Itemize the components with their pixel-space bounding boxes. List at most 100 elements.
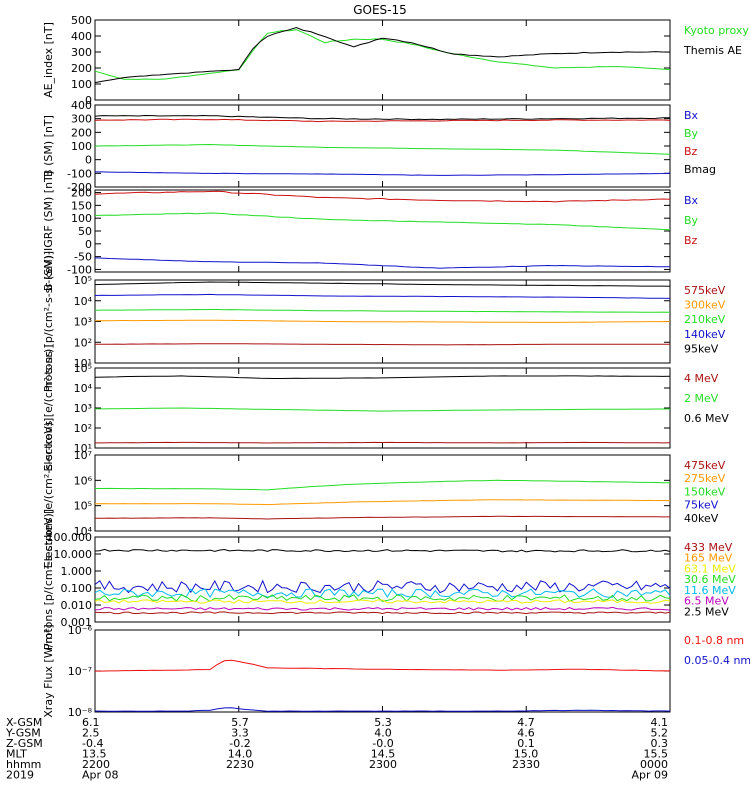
x-axis-value: 5.7 [231, 716, 249, 729]
series-line [94, 499, 671, 506]
y-axis-label: Protons [p/(cm²-s-sr-keV)] [42, 251, 55, 392]
legend-entry: Bx [684, 194, 699, 207]
x-axis-value: 15.0 [514, 748, 539, 761]
series-line [94, 579, 671, 594]
panel-ae: 0 100 200 300 400 500 AE_index [nT] Kyoto proxy… [42, 14, 750, 107]
y-tick-label: 200 [71, 187, 92, 200]
panel-electrons_kev: 10⁴ 10⁵ 10⁶ 10⁷ Electrons [e/(cm²-s-sr-keV)]… [42, 418, 726, 569]
series-line [94, 29, 671, 80]
legend-entry: 210keV [684, 313, 726, 326]
series-line [94, 319, 671, 323]
x-axis-value: 0.1 [517, 737, 535, 750]
y-tick-label: 10¹ [74, 357, 92, 370]
y-tick-label: 200 [71, 62, 92, 75]
series-line [94, 375, 671, 379]
x-axis-value: 4.7 [517, 716, 535, 729]
y-tick-label: 300 [71, 46, 92, 59]
legend-entry: 75keV [684, 499, 719, 512]
x-axis-value: 0.3 [651, 737, 669, 750]
chart-title: GOES-15 [353, 3, 407, 17]
series-line [94, 190, 671, 203]
x-axis-row-label: 2019 [6, 769, 34, 782]
x-axis-row-label: MLT [6, 748, 27, 761]
series-line [94, 343, 670, 346]
x-axis-value: 2330 [512, 758, 540, 771]
series-line [94, 588, 671, 599]
x-axis-value: Apr 09 [631, 769, 668, 782]
y-tick-label: 10⁻⁷ [68, 665, 92, 678]
legend-entry: 150keV [684, 485, 726, 498]
legend-entry: Bz [684, 145, 698, 158]
y-tick-label: 0.001 [61, 616, 93, 629]
y-tick-label: 100 [71, 78, 92, 91]
y-tick-label: 10³ [74, 402, 92, 415]
legend-entry: 40keV [684, 512, 719, 525]
series-line [94, 26, 671, 84]
series-line [94, 212, 671, 231]
y-tick-label: -100 [67, 167, 92, 180]
y-tick-label: 10² [74, 422, 92, 435]
x-axis-row-label: hhmm [6, 758, 41, 771]
x-axis-value: 4.0 [374, 727, 392, 740]
legend-entry: 30.6 MeV [684, 573, 736, 586]
x-axis-value: 2.5 [82, 727, 100, 740]
x-axis-value: 14.5 [371, 748, 396, 761]
series-line [94, 281, 671, 287]
y-tick-label: -50 [74, 251, 92, 264]
x-axis-value: 4.1 [651, 716, 669, 729]
series-line [94, 118, 671, 123]
x-axis-value: -0.4 [82, 737, 103, 750]
y-tick-label: 100.000 [47, 531, 93, 544]
y-tick-label: 10² [74, 336, 92, 349]
x-axis-value: 2300 [369, 758, 397, 771]
series-line [94, 515, 670, 520]
series-line [94, 548, 671, 553]
legend-entry: 300keV [684, 299, 726, 312]
y-tick-label: 500 [71, 14, 92, 27]
y-tick-label: -200 [67, 181, 92, 194]
y-axis-label: Xray Flux [W/m²] [42, 624, 55, 717]
legend-entry: Kyoto proxy AE [684, 24, 750, 37]
x-axis-value: 2230 [226, 758, 254, 771]
x-axis-value: 13.5 [82, 748, 107, 761]
legend-entry: 2 MeV [684, 392, 719, 405]
legend-entry: 475keV [684, 459, 726, 472]
x-axis-row-label: Z-GSM [6, 737, 43, 750]
legend-entry: Bz [684, 234, 698, 247]
series-line [95, 171, 671, 176]
y-tick-label: 0.100 [61, 582, 93, 595]
y-axis-label: B (SM) [nT] [42, 115, 55, 177]
y-tick-label: 0 [85, 94, 92, 107]
y-tick-label: 10⁵ [74, 274, 92, 287]
legend-entry: 95keV [684, 342, 719, 355]
y-tick-label: 0.010 [61, 599, 93, 612]
series-line [94, 611, 671, 615]
legend-entry: 275keV [684, 472, 726, 485]
legend-entry: 2.5 MeV [684, 605, 729, 618]
panel-electrons_mev: 10¹ 10² 10³ 10⁴ 10⁵ Electrons [e/(cm²-s-sr)] 4… [42, 344, 729, 471]
x-axis-value: 2200 [82, 758, 110, 771]
y-tick-label: 100 [71, 140, 92, 153]
panel-frame [94, 189, 671, 273]
x-axis-value: 5.2 [651, 727, 669, 740]
y-tick-label: 50 [78, 225, 92, 238]
y-tick-label: 100 [71, 212, 92, 225]
series-line [94, 599, 671, 604]
y-tick-label: 10⁵ [74, 362, 92, 375]
series-line [95, 659, 671, 672]
panel-protons_kev: 10¹ 10² 10³ 10⁴ 10⁵ Protons [p/(cm²-s-sr-keV)… [42, 251, 726, 392]
series-line [94, 594, 671, 603]
panel-xray: 10⁻⁸ 10⁻⁷ 10⁻⁶ Xray Flux [W/m²] 0.1-0.8 nm 0.… [42, 624, 750, 719]
x-axis-value: 14.0 [228, 748, 253, 761]
series-line [95, 441, 671, 444]
legend-entry: Themis AE [683, 44, 742, 57]
legend-entry: By [684, 127, 699, 140]
y-axis-label: Electrons [e/(cm²-s-sr)] [42, 344, 55, 471]
legend-entry: 165 MeV [684, 552, 733, 565]
series-line [94, 114, 671, 121]
x-axis-value: 5.3 [374, 716, 392, 729]
x-axis-row-label: Y-GSM [5, 727, 41, 740]
